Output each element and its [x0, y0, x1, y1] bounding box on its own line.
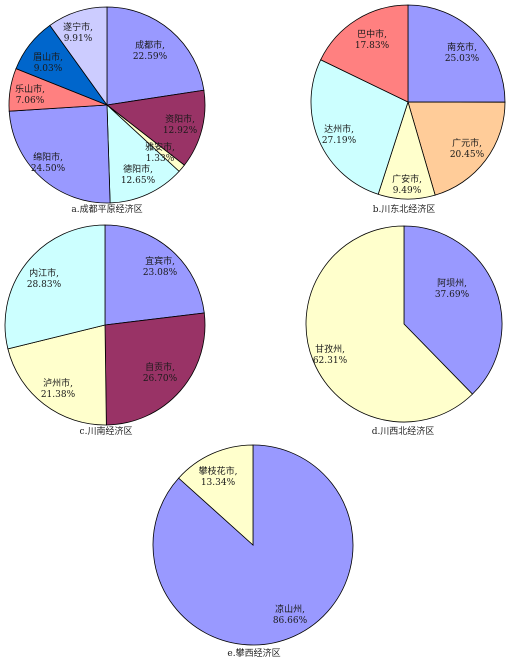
slice-label-广安市: 广安市, 9.49%	[392, 173, 422, 196]
slice-label-泸州市: 泸州市, 21.38%	[41, 377, 76, 400]
slice-label-达州市: 达州市, 27.19%	[322, 123, 357, 146]
pie-slice-泸州市	[7, 324, 107, 426]
chart-caption-2: b.川东北经济区	[373, 203, 436, 215]
slice-label-自贡市: 自贡市, 26.70%	[143, 361, 178, 384]
pie-slice-广元市	[407, 101, 506, 196]
pie-slice-宜宾市	[104, 224, 205, 326]
pie-chart-2: 南充市, 25.03% 广元市, 20.45% 广安市, 9.49% 达州市, 27.19% 巴…	[310, 4, 506, 215]
chart-caption-1: a.成都平原经济区	[71, 203, 142, 215]
slice-label-广元市: 广元市, 20.45%	[450, 137, 485, 160]
pie-slice-资阳市	[106, 89, 206, 166]
slice-label-绵阳市: 绵阳市, 24.50%	[31, 151, 66, 174]
pie-slice-德阳市	[106, 104, 180, 204]
pie-slice-成都市	[106, 6, 205, 106]
pie-slice-遂宁市	[49, 6, 108, 107]
slice-label-甘孜州: 甘孜州, 62.31%	[313, 343, 348, 366]
pie-slice-内江市	[4, 224, 106, 350]
slice-label-资阳市: 资阳市, 12.92%	[163, 113, 198, 136]
chart-caption-3: c.川南经济区	[80, 425, 133, 437]
slice-label-遂宁市: 遂宁市, 9.91%	[63, 21, 93, 44]
slice-label-雅安市: 雅安市, 1.33%	[145, 141, 175, 164]
slice-label-眉山市: 眉山市, 9.03%	[33, 51, 63, 74]
pie-slice-达州市	[310, 59, 409, 195]
pie-slice-甘孜州	[305, 225, 474, 423]
slice-label-宜宾市: 宜宾市, 23.08%	[143, 255, 178, 278]
pie-slice-攀枝花市	[178, 444, 254, 546]
slice-label-成都市: 成都市, 22.59%	[133, 39, 168, 62]
slice-label-乐山市: 乐山市, 7.06%	[15, 83, 45, 106]
pie-chart-5: 凉山州, 86.66% 攀枝花市, 13.34% e.攀西经济区	[152, 444, 354, 659]
pie-slice-绵阳市	[8, 104, 111, 204]
pie-chart-4: 阿坝州, 37.69% 甘孜州, 62.31% d.川西北经济区	[305, 225, 503, 437]
slice-label-凉山州: 凉山州, 86.66%	[273, 603, 308, 626]
slice-label-内江市: 内江市, 28.83%	[27, 267, 62, 290]
slice-label-阿坝州: 阿坝州, 37.69%	[435, 278, 470, 300]
chart-caption-4: d.川西北经济区	[372, 425, 435, 437]
pie-chart-3: 宜宾市, 23.08% 自贡市, 26.70% 泸州市, 21.38% 内江市, 28.83%…	[4, 224, 206, 437]
pie-slice-巴中市	[320, 4, 409, 103]
pie-slice-阿坝州	[403, 225, 503, 395]
slice-label-攀枝花市: 攀枝花市, 13.34%	[199, 465, 238, 488]
slice-label-巴中市: 巴中市, 17.83%	[355, 28, 390, 51]
pie-slice-南充市	[407, 4, 506, 103]
slice-label-德阳市: 德阳市, 12.65%	[121, 163, 156, 186]
chart-caption-5: e.攀西经济区	[227, 647, 280, 659]
pie-slice-自贡市	[104, 312, 206, 426]
pie-chart-1: 成都市, 22.59% 资阳市, 12.92% 雅安市, 1.33%德阳市, 12.65% 绵…	[8, 6, 206, 215]
slice-label-南充市: 南充市, 25.03%	[445, 41, 480, 64]
